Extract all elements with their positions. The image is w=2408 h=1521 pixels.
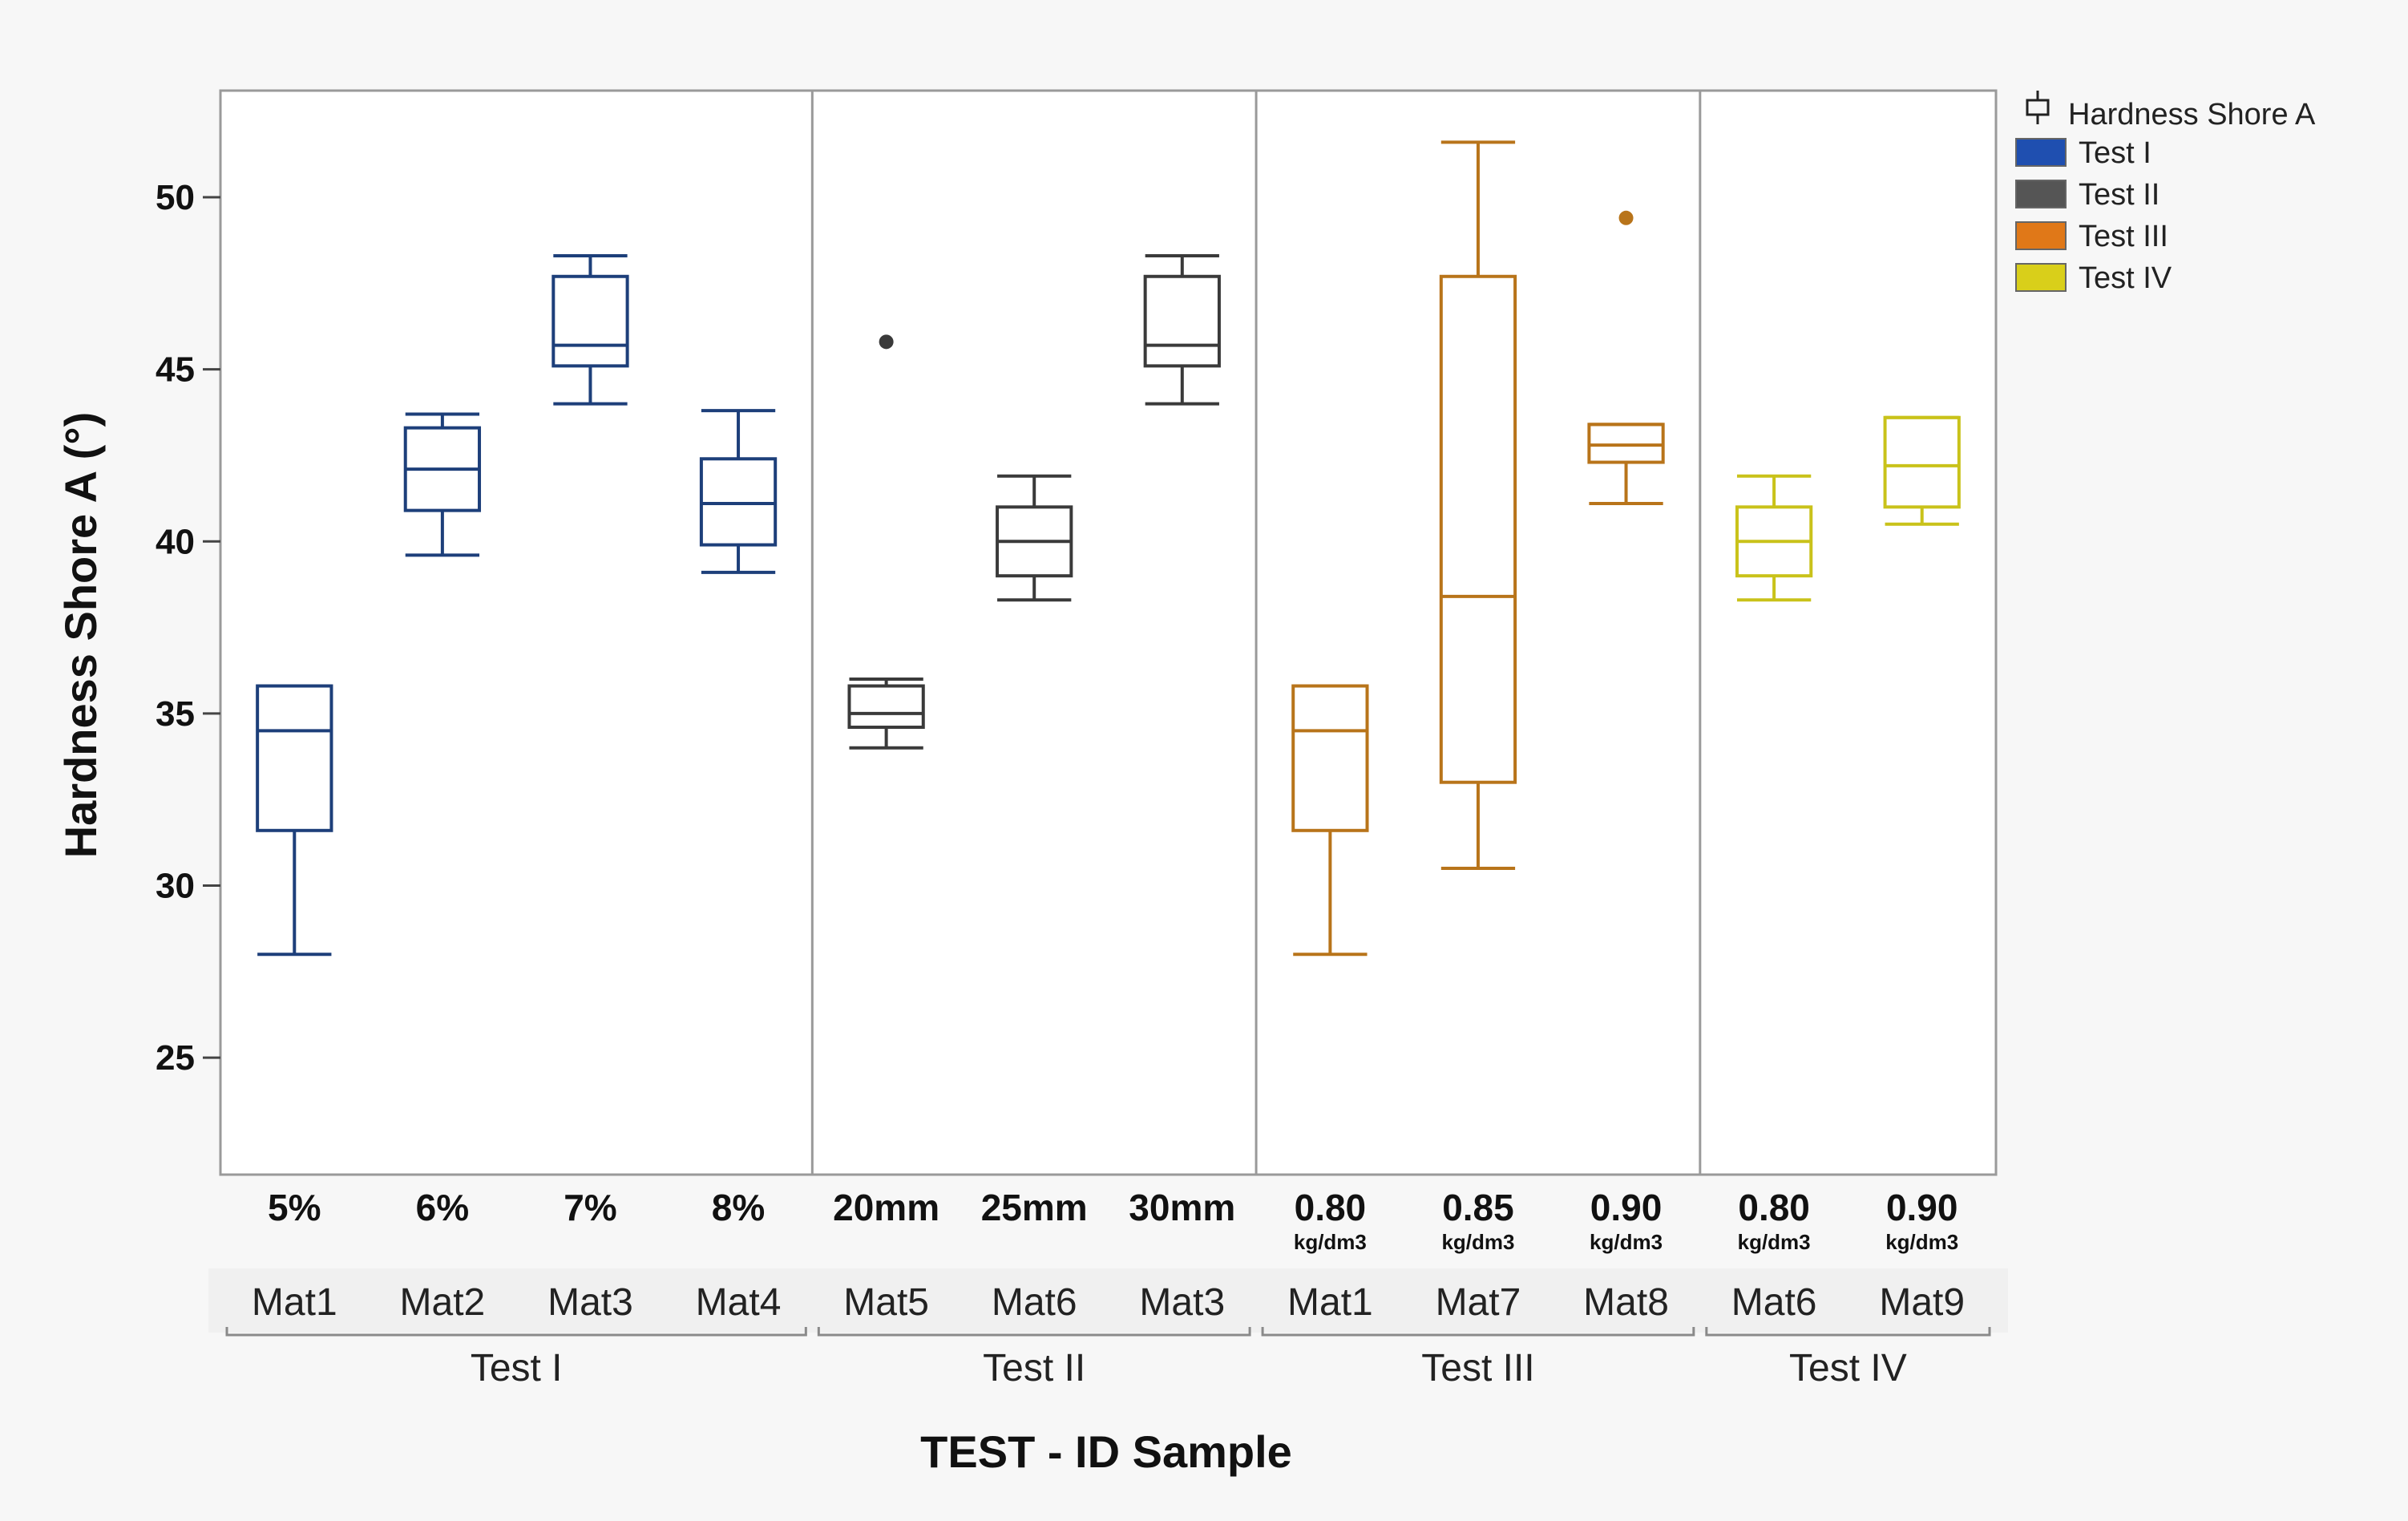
legend-swatch [2015, 138, 2067, 167]
plot-area [219, 89, 1998, 1176]
x-condition-label: 0.80 [1738, 1187, 1810, 1228]
box-mat1-080 [1291, 684, 1369, 957]
legend-swatch [2015, 263, 2067, 292]
legend-label: Test III [2079, 220, 2168, 253]
x-sample-label: Mat4 [696, 1281, 782, 1324]
y-tick-label: 30 [156, 866, 195, 905]
outlier-point [1618, 210, 1634, 225]
plot-grid [810, 91, 1702, 1175]
y-axis-title: Hardness Shore A (°) [55, 412, 106, 859]
box-mat3-30mm [1143, 254, 1221, 406]
x-group-label: Test IV [1789, 1347, 1907, 1390]
x-group-label: Test I [471, 1347, 563, 1390]
sample-label-band [208, 1268, 2008, 1333]
x-condition-label: 25mm [981, 1187, 1088, 1228]
x-condition-label: 0.90 [1590, 1187, 1663, 1228]
x-unit-label: kg/dm3 [1294, 1230, 1367, 1254]
iqr-box [551, 274, 629, 368]
legend-swatch [2015, 180, 2067, 208]
x-condition-label: 30mm [1129, 1187, 1235, 1228]
x-condition-label: 7% [564, 1187, 616, 1228]
iqr-box [256, 684, 333, 832]
legend-boxplot-icon [2026, 91, 2050, 124]
y-tick-label: 50 [156, 178, 195, 217]
x-condition-label: 0.85 [1442, 1187, 1514, 1228]
x-unit-label: kg/dm3 [1738, 1230, 1811, 1254]
box-mat9-090 [1883, 415, 1961, 526]
box-mat1-5 [256, 684, 333, 957]
box-mat6-080 [1735, 474, 1813, 602]
x-axis-title: TEST - ID Sample [920, 1426, 1292, 1477]
x-condition-label: 5% [268, 1187, 321, 1228]
x-condition-label: 0.90 [1886, 1187, 1958, 1228]
x-condition-label: 20mm [833, 1187, 939, 1228]
legend-label: Test IV [2079, 261, 2172, 295]
iqr-box [1291, 684, 1369, 832]
y-tick-label: 25 [156, 1038, 195, 1078]
box-mat2-6 [403, 412, 482, 557]
legend: Hardness Shore A Test I Test II Test III Tes… [2015, 91, 2316, 295]
x-sample-label: Mat3 [1139, 1281, 1225, 1324]
x-condition-label: 8% [712, 1187, 765, 1228]
x-unit-label: kg/dm3 [1441, 1230, 1514, 1254]
iqr-box [1439, 274, 1517, 784]
legend-label: Test I [2079, 136, 2151, 170]
y-tick-label: 45 [156, 350, 195, 390]
x-group-label: Test III [1421, 1347, 1534, 1390]
box-mat3-7 [551, 254, 629, 406]
x-condition-label: 0.80 [1295, 1187, 1367, 1228]
x-sample-label: Mat5 [843, 1281, 929, 1324]
group-bracket [1705, 1327, 1991, 1337]
x-sample-label: Mat6 [992, 1281, 1077, 1324]
y-axis: 25 30 35 40 45 50 [156, 178, 220, 1078]
x-sample-label: Mat6 [1731, 1281, 1817, 1324]
x-unit-label: kg/dm3 [1885, 1230, 1958, 1254]
iqr-box [847, 684, 925, 730]
box-mat8-090 [1587, 210, 1665, 506]
x-sample-label: Mat1 [252, 1281, 337, 1324]
x-axis: 5% Mat1 6% Mat2 7% Mat3 8% Mat4 Test I 20mm Mat5 25… [208, 1187, 2008, 1390]
x-sample-label: Mat9 [1879, 1281, 1965, 1324]
x-unit-label: kg/dm3 [1590, 1230, 1663, 1254]
x-condition-label: 6% [416, 1187, 469, 1228]
iqr-box [1883, 415, 1961, 509]
legend-title: Hardness Shore A [2068, 98, 2316, 131]
legend-label: Test II [2079, 178, 2160, 212]
iqr-box [699, 457, 778, 547]
x-group-label: Test II [983, 1347, 1085, 1390]
outlier-point [879, 334, 894, 350]
group-bracket [817, 1327, 1251, 1337]
x-sample-label: Mat7 [1436, 1281, 1521, 1324]
y-tick-label: 35 [156, 694, 195, 734]
y-tick-label: 40 [156, 522, 195, 561]
box-mat4-8 [699, 409, 778, 574]
group-bracket [225, 1327, 807, 1337]
group-bracket [1261, 1327, 1695, 1337]
iqr-box [1143, 274, 1221, 368]
x-sample-label: Mat1 [1287, 1281, 1373, 1324]
x-sample-label: Mat3 [547, 1281, 633, 1324]
box-mat5-20mm [847, 334, 925, 750]
legend-swatch [2015, 221, 2067, 250]
boxes-layer [256, 140, 1961, 957]
box-mat7-085 [1439, 140, 1517, 871]
iqr-box [1587, 423, 1665, 464]
box-mat6-25mm [996, 474, 1073, 602]
x-sample-label: Mat8 [1583, 1281, 1669, 1324]
x-sample-label: Mat2 [400, 1281, 486, 1324]
